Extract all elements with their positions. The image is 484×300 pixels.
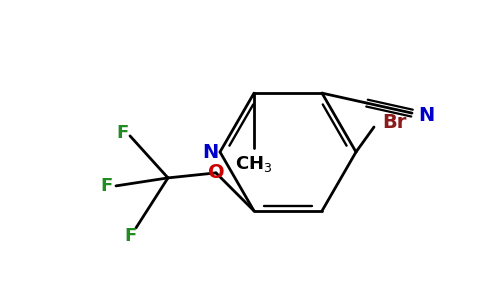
Text: Br: Br <box>382 112 406 131</box>
Text: CH$_3$: CH$_3$ <box>235 154 272 174</box>
Text: F: F <box>100 177 112 195</box>
Text: O: O <box>208 164 224 182</box>
Text: F: F <box>116 124 128 142</box>
Text: F: F <box>125 227 137 245</box>
Text: N: N <box>202 142 218 161</box>
Text: N: N <box>418 106 434 124</box>
